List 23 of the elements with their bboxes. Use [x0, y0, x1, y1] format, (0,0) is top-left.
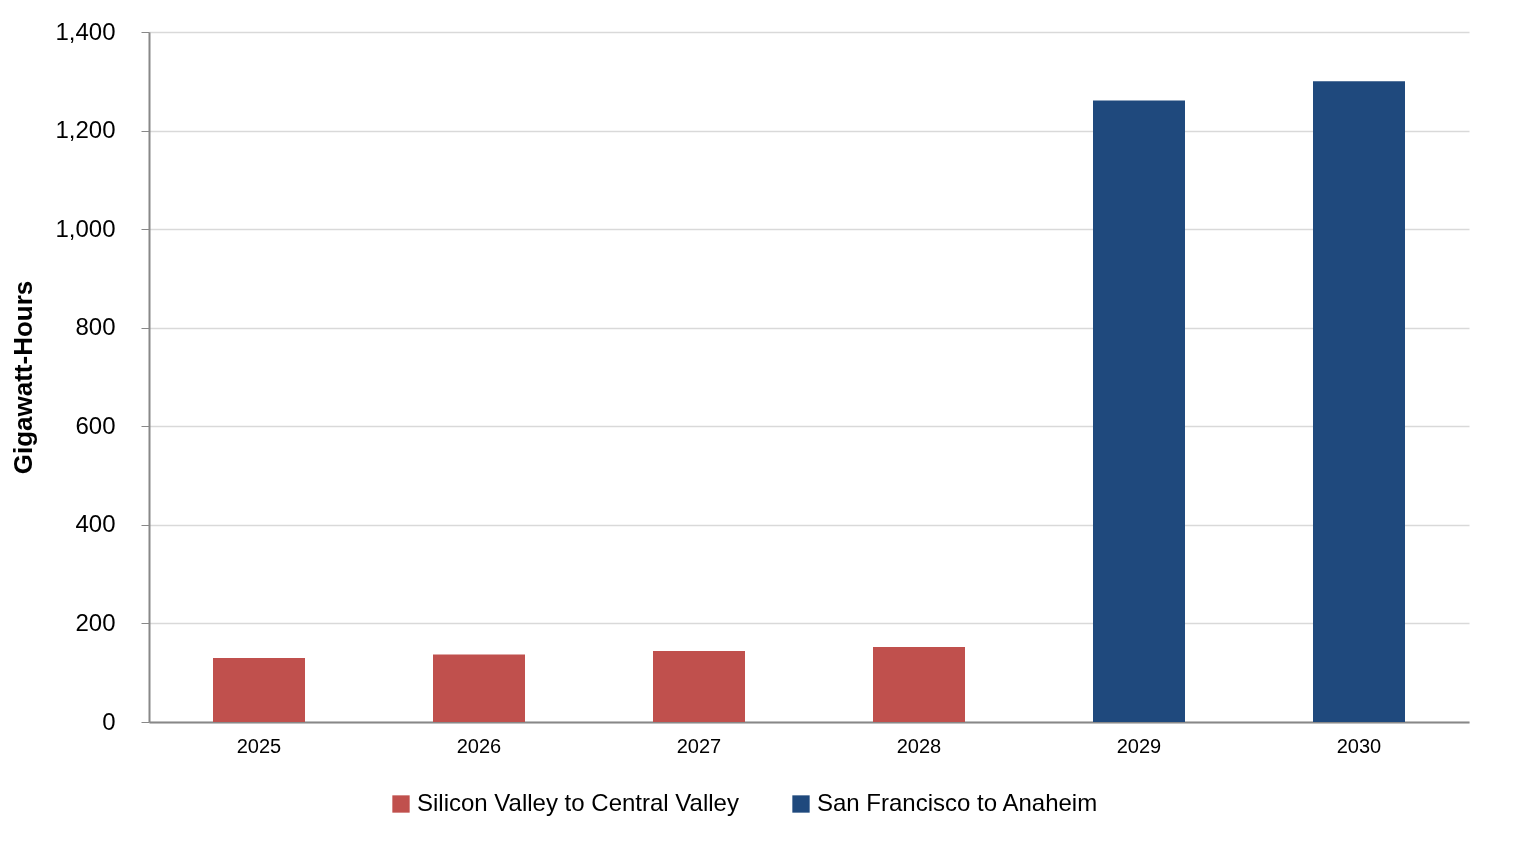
y-axis-title: Gigawatt-Hours — [8, 280, 39, 475]
legend-label: San Francisco to Anaheim — [817, 789, 1098, 816]
y-tick-label: 1,400 — [55, 17, 116, 45]
x-tick-label: 2027 — [676, 734, 722, 757]
x-tick-label: 2030 — [1336, 734, 1382, 757]
x-tick-label: 2026 — [456, 734, 502, 757]
bar — [1093, 100, 1185, 722]
y-tick-label: 1,200 — [55, 116, 116, 144]
y-tick-label: 1,000 — [55, 214, 116, 242]
y-tick-label: 200 — [75, 608, 116, 636]
x-tick-label: 2028 — [896, 734, 942, 757]
bar — [433, 654, 525, 722]
bar — [653, 651, 745, 722]
bar — [213, 657, 305, 722]
bar — [873, 647, 965, 722]
y-tick-label: 800 — [75, 313, 116, 341]
y-tick-label: 0 — [102, 707, 116, 735]
legend-label: Silicon Valley to Central Valley — [417, 789, 739, 816]
x-tick-label: 2029 — [1116, 734, 1162, 757]
y-tick-label: 400 — [75, 510, 116, 538]
x-tick-label: 2025 — [236, 734, 282, 757]
bar — [1313, 81, 1405, 722]
y-tick-label: 600 — [75, 411, 116, 439]
